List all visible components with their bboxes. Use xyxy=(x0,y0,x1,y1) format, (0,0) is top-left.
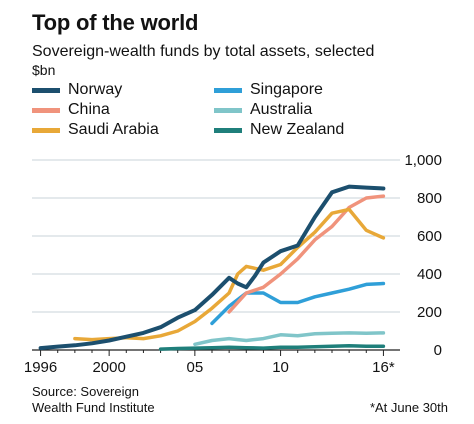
series-line-new-zealand xyxy=(158,344,386,351)
x-tick-label: 10 xyxy=(272,359,289,376)
legend-item-australia: Australia xyxy=(214,100,312,120)
legend-item-saudi-arabia: Saudi Arabia xyxy=(32,120,159,140)
legend-item-new-zealand: New Zealand xyxy=(214,120,344,140)
legend-swatch xyxy=(214,87,242,93)
y-tick-label: 200 xyxy=(417,304,442,321)
y-tick-label: 400 xyxy=(417,266,442,283)
legend-label: Saudi Arabia xyxy=(68,121,159,138)
legend-swatch xyxy=(32,87,60,93)
legend-swatch xyxy=(214,127,242,133)
source-note: Source: Sovereign Wealth Fund Institute xyxy=(32,384,155,416)
source-line-2: Wealth Fund Institute xyxy=(32,400,155,415)
legend-item-china: China xyxy=(32,100,110,120)
legend-swatch xyxy=(214,107,242,113)
chart-subtitle: Sovereign-wealth funds by total assets, … xyxy=(32,43,375,60)
legend: Norway China Saudi Arabia Singapore Australi… xyxy=(32,80,452,146)
legend-label: Australia xyxy=(250,101,313,118)
x-tick-label: 1996 xyxy=(24,359,57,376)
legend-label: New Zealand xyxy=(250,121,345,138)
chart-title: Top of the world xyxy=(32,10,199,35)
legend-swatch xyxy=(32,107,60,113)
x-tick-label: 2000 xyxy=(92,359,125,376)
y-tick-label: 0 xyxy=(434,342,442,359)
legend-item-singapore: Singapore xyxy=(214,80,323,100)
footnote: *At June 30th xyxy=(369,400,448,415)
line-chart: 0 200 400 600 800 1,000 1996 2000 05 10 16* xyxy=(24,152,442,376)
series-line-norway xyxy=(38,184,386,351)
legend-label: China xyxy=(68,101,110,118)
series-line-china xyxy=(227,194,386,314)
series-line-australia xyxy=(193,331,386,347)
source-line-1: Source: Sovereign xyxy=(32,384,139,399)
unit-label: $bn xyxy=(32,62,56,78)
x-tick-label: 16* xyxy=(372,359,395,376)
legend-label: Norway xyxy=(68,81,123,98)
y-tick-label: 600 xyxy=(417,228,442,245)
x-tick-label: 05 xyxy=(187,359,204,376)
legend-item-norway: Norway xyxy=(32,80,122,100)
y-tick-label: 800 xyxy=(417,190,442,207)
y-tick-label: 1,000 xyxy=(404,152,442,169)
legend-label: Singapore xyxy=(250,81,323,98)
legend-swatch xyxy=(32,127,60,133)
